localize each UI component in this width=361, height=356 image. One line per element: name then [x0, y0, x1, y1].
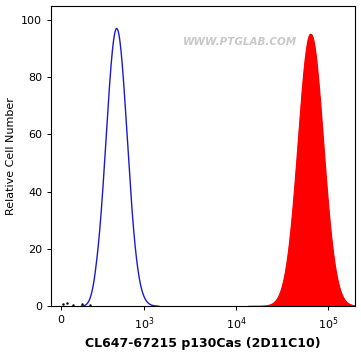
Text: WWW.PTGLAB.COM: WWW.PTGLAB.COM: [183, 37, 297, 47]
X-axis label: CL647-67215 p130Cas (2D11C10): CL647-67215 p130Cas (2D11C10): [86, 337, 321, 350]
Y-axis label: Relative Cell Number: Relative Cell Number: [5, 97, 16, 215]
